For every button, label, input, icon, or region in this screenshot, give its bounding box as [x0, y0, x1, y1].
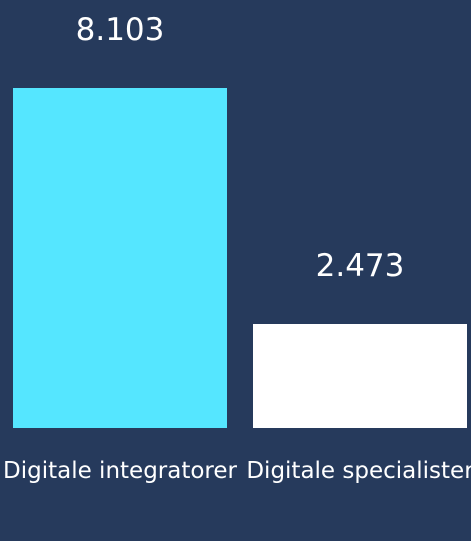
bar: [13, 88, 227, 428]
value-label: 2.473: [315, 248, 405, 285]
category-label: Digitale integratorer: [3, 458, 237, 484]
bar: [253, 324, 467, 428]
category-label: Digitale specialister: [246, 458, 471, 484]
value-label: 8.103: [75, 12, 165, 48]
